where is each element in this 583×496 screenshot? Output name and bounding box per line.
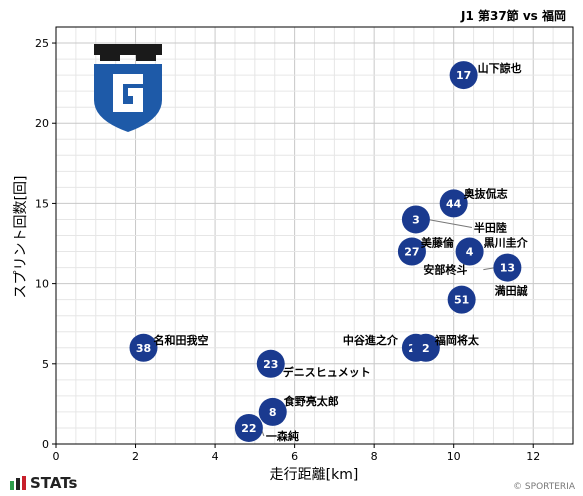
x-tick-label: 6 [291,450,298,463]
axes [52,26,574,448]
point-number-label: 27 [404,246,419,259]
plot-frame [55,26,574,445]
point-number-label: 3 [412,213,420,226]
chart-title: J1 第37節 vs 福岡 [460,8,566,23]
point-number-label: 4 [466,246,474,259]
x-tick-label: 12 [526,450,540,463]
player-name-label: 山下諒也 [478,61,522,75]
scatter-point [411,333,440,362]
point-number-label: 2 [422,342,430,355]
scatter-point [256,349,285,378]
scatter-point [401,205,430,234]
stats-logo: STATs [10,474,77,492]
scatter-point [493,253,522,282]
player-name-label: 半田陸 [474,220,507,234]
x-tick-label: 8 [371,450,378,463]
copyright: © SPORTERIA [513,482,575,492]
y-tick-label: 20 [35,117,49,130]
scatter-point [234,413,263,442]
player-name-label: 黒川圭介 [484,236,529,250]
y-tick-label: 0 [42,438,49,451]
player-name-label: 名和田我空 [153,333,208,347]
leader-line [427,218,473,228]
point-number-label: 8 [269,406,277,419]
x-tick-label: 10 [447,450,461,463]
y-tick-label: 25 [35,37,49,50]
y-tick-label: 10 [35,278,49,291]
scatter-point [397,237,426,266]
y-tick-label: 15 [35,197,49,210]
x-axis-label: 走行距離[km] [270,466,359,483]
stats-logo-text: STATs [30,474,78,492]
x-tick-label: 2 [132,450,139,463]
point-number-label: 44 [446,197,462,210]
player-name-label: 食野亮太郎 [284,394,339,408]
player-name-label: 美藤倫 [421,236,455,250]
scatter-point [449,61,478,90]
scatter-point [439,189,468,218]
player-name-label: 安部柊斗 [423,263,467,277]
y-axis-label: スプリント回数[回] [13,176,29,299]
point-number-label: 51 [454,294,469,307]
tick-labels: 0 2 4 6 8 10 12 0 5 10 15 20 25 [35,37,540,463]
player-name-label: 満田誠 [495,284,528,298]
stats-bars-icon [10,476,26,490]
point-number-label: 38 [136,342,151,355]
point-number-label: 22 [241,422,256,435]
player-name-label: 奥抜侃志 [463,186,508,200]
point-number-label: 23 [263,358,278,371]
player-name-label: デニスヒュメット [283,365,371,379]
scatter-point [129,333,158,362]
player-name-label: 一森純 [266,429,299,443]
x-tick-label: 4 [212,450,219,463]
leader-line [483,267,496,271]
player-name-label: 福岡将太 [434,333,480,347]
point-number-label: 17 [456,69,471,82]
data-points: 1744327413513820223822 [129,61,522,442]
scatter-point [455,237,484,266]
scatter-point [447,285,476,314]
scatter-point [258,397,287,426]
y-tick-label: 5 [42,358,49,371]
x-tick-label: 0 [53,450,60,463]
point-number-label: 13 [500,262,515,275]
team-emblem-icon [94,44,162,132]
player-name-label: 中谷進之介 [343,333,399,347]
